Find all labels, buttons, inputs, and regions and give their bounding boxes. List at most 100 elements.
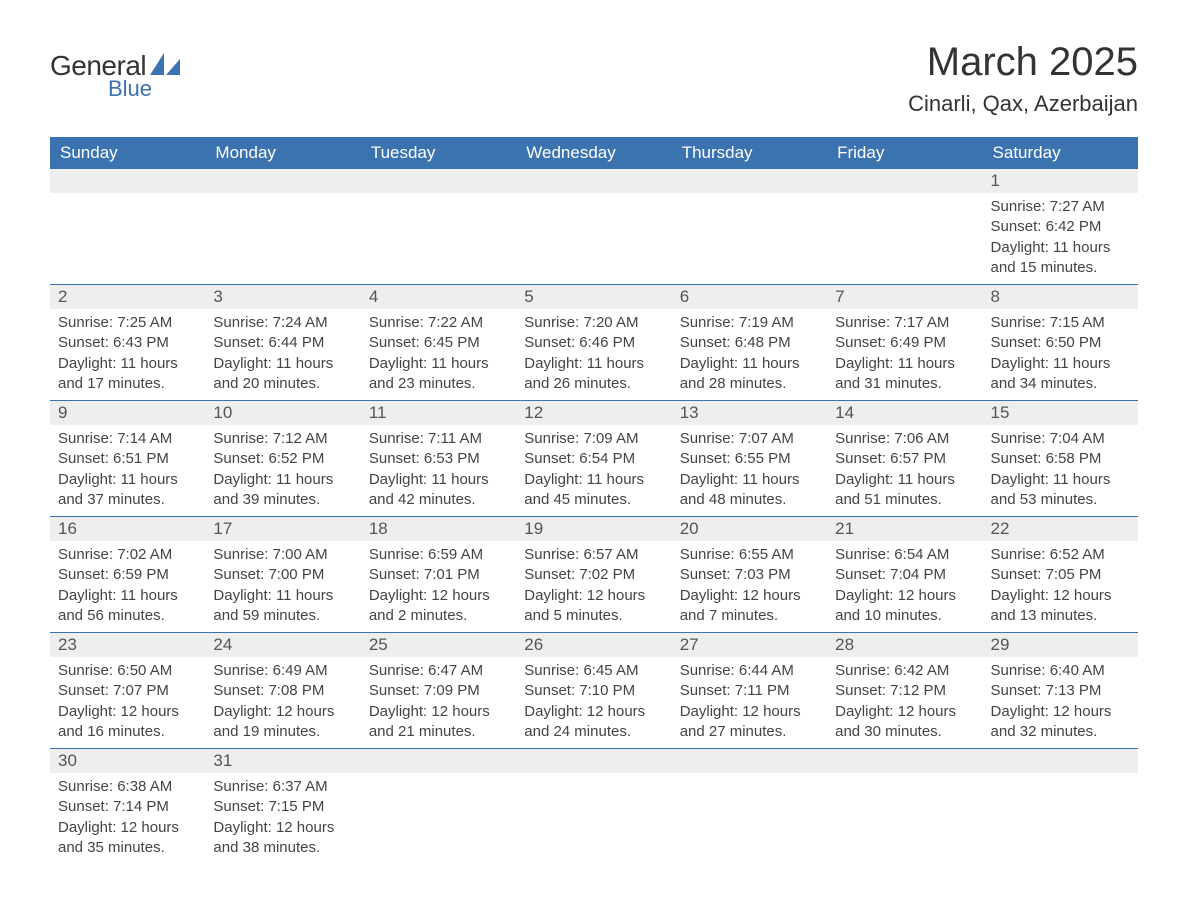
day-content: Sunrise: 7:12 AMSunset: 6:52 PMDaylight:…: [205, 425, 360, 516]
daylight-line-2: and 10 minutes.: [835, 606, 974, 626]
day-cell: 10Sunrise: 7:12 AMSunset: 6:52 PMDayligh…: [205, 401, 360, 517]
daylight-line-1: Daylight: 12 hours: [991, 586, 1130, 606]
sunset-line: Sunset: 6:52 PM: [213, 449, 352, 469]
sunset-line: Sunset: 6:54 PM: [524, 449, 663, 469]
logo-text-blue: Blue: [108, 76, 180, 102]
sunset-line: Sunset: 6:50 PM: [991, 333, 1130, 353]
day-cell: 15Sunrise: 7:04 AMSunset: 6:58 PMDayligh…: [983, 401, 1138, 517]
sunset-line: Sunset: 7:15 PM: [213, 797, 352, 817]
day-cell: 6Sunrise: 7:19 AMSunset: 6:48 PMDaylight…: [672, 285, 827, 401]
daylight-line-1: Daylight: 12 hours: [680, 586, 819, 606]
day-number: 28: [827, 633, 982, 657]
sunset-line: Sunset: 7:14 PM: [58, 797, 197, 817]
daylight-line-2: and 37 minutes.: [58, 490, 197, 510]
daylight-line-1: Daylight: 12 hours: [524, 586, 663, 606]
day-number: 15: [983, 401, 1138, 425]
day-number: 5: [516, 285, 671, 309]
day-cell: 2Sunrise: 7:25 AMSunset: 6:43 PMDaylight…: [50, 285, 205, 401]
day-number: 9: [50, 401, 205, 425]
week-row: 2Sunrise: 7:25 AMSunset: 6:43 PMDaylight…: [50, 285, 1138, 401]
sunrise-line: Sunrise: 6:42 AM: [835, 661, 974, 681]
daylight-line-1: Daylight: 11 hours: [369, 470, 508, 490]
day-number: 21: [827, 517, 982, 541]
empty-day-bar: [50, 169, 205, 193]
sunset-line: Sunset: 7:03 PM: [680, 565, 819, 585]
sunrise-line: Sunrise: 7:19 AM: [680, 313, 819, 333]
sunrise-line: Sunrise: 6:57 AM: [524, 545, 663, 565]
day-content: Sunrise: 6:38 AMSunset: 7:14 PMDaylight:…: [50, 773, 205, 864]
daylight-line-1: Daylight: 11 hours: [58, 354, 197, 374]
day-cell: 21Sunrise: 6:54 AMSunset: 7:04 PMDayligh…: [827, 517, 982, 633]
location: Cinarli, Qax, Azerbaijan: [908, 91, 1138, 117]
day-cell: [516, 749, 671, 865]
day-header-row: Sunday Monday Tuesday Wednesday Thursday…: [50, 137, 1138, 169]
sunset-line: Sunset: 7:04 PM: [835, 565, 974, 585]
daylight-line-1: Daylight: 12 hours: [369, 702, 508, 722]
daylight-line-1: Daylight: 11 hours: [991, 354, 1130, 374]
day-cell: [672, 749, 827, 865]
sunset-line: Sunset: 7:11 PM: [680, 681, 819, 701]
day-cell: 1Sunrise: 7:27 AMSunset: 6:42 PMDaylight…: [983, 169, 1138, 285]
day-cell: 25Sunrise: 6:47 AMSunset: 7:09 PMDayligh…: [361, 633, 516, 749]
sunrise-line: Sunrise: 6:45 AM: [524, 661, 663, 681]
sunset-line: Sunset: 6:48 PM: [680, 333, 819, 353]
daylight-line-1: Daylight: 11 hours: [835, 470, 974, 490]
day-number: 25: [361, 633, 516, 657]
sunset-line: Sunset: 6:53 PM: [369, 449, 508, 469]
sunset-line: Sunset: 6:58 PM: [991, 449, 1130, 469]
day-header-fri: Friday: [827, 137, 982, 169]
day-content: Sunrise: 7:02 AMSunset: 6:59 PMDaylight:…: [50, 541, 205, 632]
day-cell: 19Sunrise: 6:57 AMSunset: 7:02 PMDayligh…: [516, 517, 671, 633]
day-header-mon: Monday: [205, 137, 360, 169]
day-content: Sunrise: 6:54 AMSunset: 7:04 PMDaylight:…: [827, 541, 982, 632]
day-cell: 3Sunrise: 7:24 AMSunset: 6:44 PMDaylight…: [205, 285, 360, 401]
day-number: 20: [672, 517, 827, 541]
day-content: Sunrise: 6:37 AMSunset: 7:15 PMDaylight:…: [205, 773, 360, 864]
day-content: Sunrise: 7:19 AMSunset: 6:48 PMDaylight:…: [672, 309, 827, 400]
empty-day-bar: [827, 749, 982, 773]
daylight-line-1: Daylight: 11 hours: [58, 470, 197, 490]
day-header-wed: Wednesday: [516, 137, 671, 169]
daylight-line-2: and 24 minutes.: [524, 722, 663, 742]
sunrise-line: Sunrise: 6:37 AM: [213, 777, 352, 797]
sunset-line: Sunset: 7:08 PM: [213, 681, 352, 701]
sunrise-line: Sunrise: 6:52 AM: [991, 545, 1130, 565]
daylight-line-2: and 38 minutes.: [213, 838, 352, 858]
day-cell: [516, 169, 671, 285]
daylight-line-2: and 20 minutes.: [213, 374, 352, 394]
day-number: 13: [672, 401, 827, 425]
day-header-sun: Sunday: [50, 137, 205, 169]
day-cell: 18Sunrise: 6:59 AMSunset: 7:01 PMDayligh…: [361, 517, 516, 633]
day-cell: 7Sunrise: 7:17 AMSunset: 6:49 PMDaylight…: [827, 285, 982, 401]
day-number: 16: [50, 517, 205, 541]
day-number: 12: [516, 401, 671, 425]
sunset-line: Sunset: 6:43 PM: [58, 333, 197, 353]
sunset-line: Sunset: 6:44 PM: [213, 333, 352, 353]
day-cell: [983, 749, 1138, 865]
day-number: 27: [672, 633, 827, 657]
day-number: 17: [205, 517, 360, 541]
day-number: 18: [361, 517, 516, 541]
empty-day-bar: [672, 749, 827, 773]
sunset-line: Sunset: 6:51 PM: [58, 449, 197, 469]
daylight-line-2: and 51 minutes.: [835, 490, 974, 510]
daylight-line-1: Daylight: 12 hours: [369, 586, 508, 606]
day-number: 8: [983, 285, 1138, 309]
daylight-line-1: Daylight: 11 hours: [369, 354, 508, 374]
day-content: Sunrise: 7:04 AMSunset: 6:58 PMDaylight:…: [983, 425, 1138, 516]
daylight-line-2: and 2 minutes.: [369, 606, 508, 626]
sunrise-line: Sunrise: 7:24 AM: [213, 313, 352, 333]
day-cell: [672, 169, 827, 285]
sunrise-line: Sunrise: 7:04 AM: [991, 429, 1130, 449]
day-content: Sunrise: 6:55 AMSunset: 7:03 PMDaylight:…: [672, 541, 827, 632]
day-number: 3: [205, 285, 360, 309]
sunset-line: Sunset: 7:13 PM: [991, 681, 1130, 701]
day-cell: 26Sunrise: 6:45 AMSunset: 7:10 PMDayligh…: [516, 633, 671, 749]
logo: General Blue: [50, 40, 180, 102]
sunset-line: Sunset: 6:46 PM: [524, 333, 663, 353]
day-header-sat: Saturday: [983, 137, 1138, 169]
daylight-line-2: and 5 minutes.: [524, 606, 663, 626]
day-number: 31: [205, 749, 360, 773]
daylight-line-1: Daylight: 11 hours: [213, 470, 352, 490]
day-cell: 11Sunrise: 7:11 AMSunset: 6:53 PMDayligh…: [361, 401, 516, 517]
